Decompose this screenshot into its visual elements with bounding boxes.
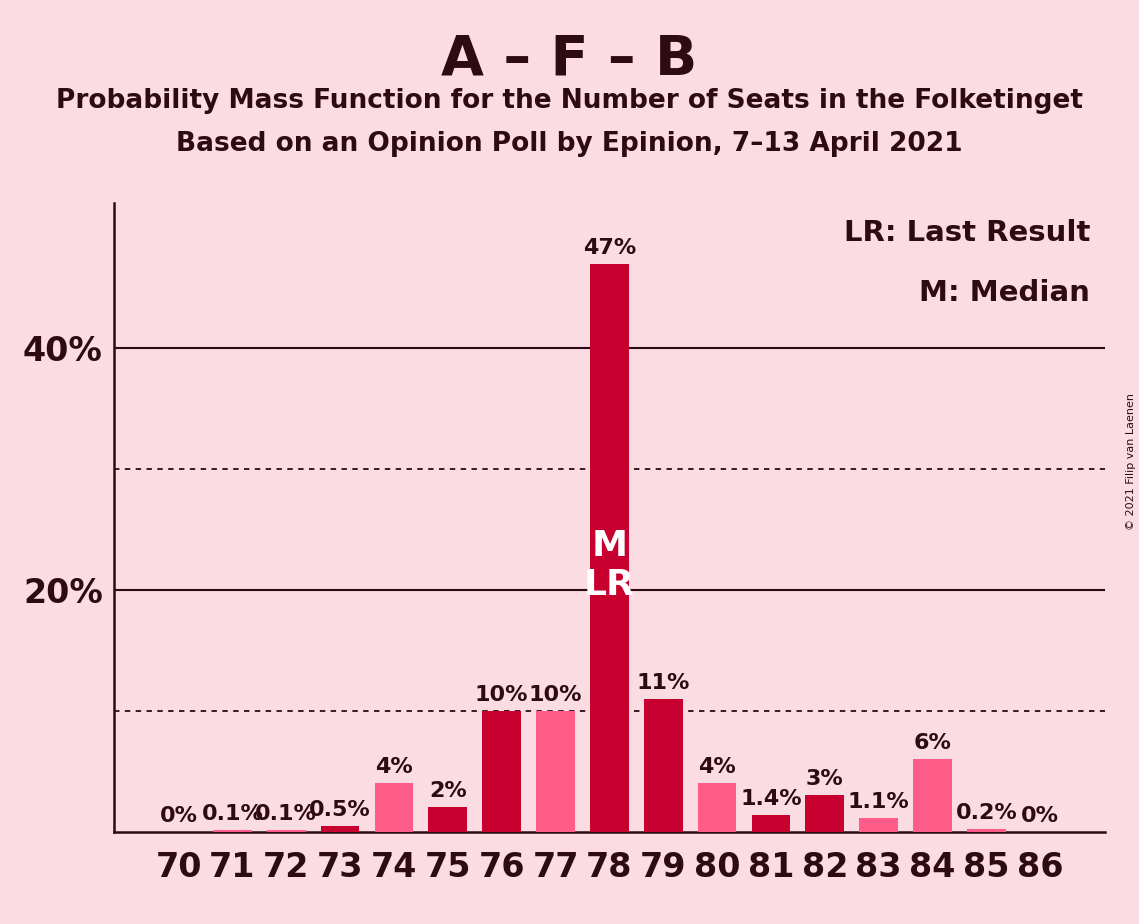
Text: 11%: 11% bbox=[637, 673, 690, 693]
Text: 6%: 6% bbox=[913, 733, 951, 753]
Bar bbox=[913, 760, 952, 832]
Bar bbox=[482, 711, 521, 832]
Text: 0%: 0% bbox=[159, 806, 197, 825]
Text: 0.5%: 0.5% bbox=[309, 799, 371, 820]
Text: 1.1%: 1.1% bbox=[847, 792, 910, 812]
Bar bbox=[859, 819, 898, 832]
Text: M
LR: M LR bbox=[584, 529, 634, 602]
Text: A – F – B: A – F – B bbox=[442, 32, 697, 86]
Text: 0.2%: 0.2% bbox=[956, 803, 1017, 823]
Bar bbox=[428, 808, 467, 832]
Bar bbox=[213, 831, 252, 832]
Text: 0.1%: 0.1% bbox=[202, 805, 263, 824]
Text: 1.4%: 1.4% bbox=[740, 789, 802, 808]
Text: 0.1%: 0.1% bbox=[255, 805, 317, 824]
Text: 10%: 10% bbox=[475, 685, 528, 705]
Text: 4%: 4% bbox=[698, 758, 736, 777]
Bar bbox=[267, 831, 305, 832]
Text: 47%: 47% bbox=[583, 237, 636, 258]
Text: LR: Last Result: LR: Last Result bbox=[844, 219, 1090, 247]
Text: 4%: 4% bbox=[375, 758, 412, 777]
Bar bbox=[375, 784, 413, 832]
Text: M: Median: M: Median bbox=[919, 279, 1090, 307]
Bar bbox=[644, 699, 682, 832]
Text: 10%: 10% bbox=[528, 685, 582, 705]
Text: 0%: 0% bbox=[1022, 806, 1059, 825]
Bar bbox=[698, 784, 737, 832]
Text: 3%: 3% bbox=[806, 770, 844, 789]
Bar bbox=[536, 711, 575, 832]
Text: 2%: 2% bbox=[429, 782, 467, 801]
Bar bbox=[752, 815, 790, 832]
Bar bbox=[590, 263, 629, 832]
Text: Based on an Opinion Poll by Epinion, 7–13 April 2021: Based on an Opinion Poll by Epinion, 7–1… bbox=[177, 131, 962, 157]
Bar bbox=[321, 825, 360, 832]
Bar bbox=[805, 796, 844, 832]
Bar bbox=[967, 829, 1006, 832]
Text: © 2021 Filip van Laenen: © 2021 Filip van Laenen bbox=[1126, 394, 1136, 530]
Text: Probability Mass Function for the Number of Seats in the Folketinget: Probability Mass Function for the Number… bbox=[56, 88, 1083, 114]
